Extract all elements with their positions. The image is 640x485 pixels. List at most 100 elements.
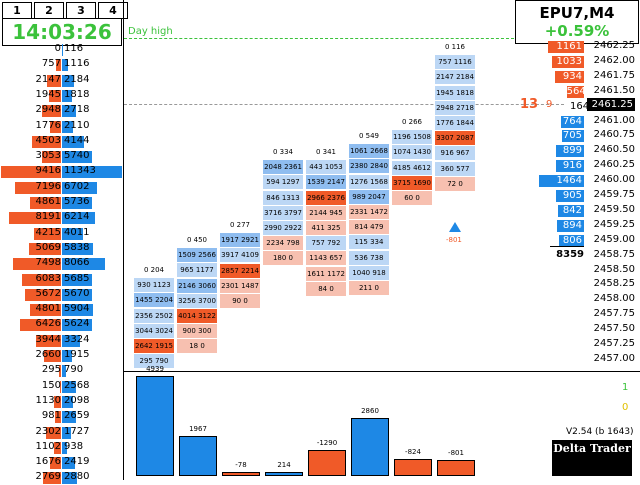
footprint-cell: 1776 1844 bbox=[435, 116, 475, 130]
footprint-cell: 72 0 bbox=[435, 176, 475, 191]
profile-bid-value: 9416 bbox=[35, 165, 61, 177]
change-percent: +0.59% bbox=[544, 22, 610, 40]
profile-bid-bar bbox=[20, 319, 61, 332]
day-high-label: Day high bbox=[128, 26, 173, 37]
profile-ask-value: 2659 bbox=[64, 410, 90, 422]
footprint-cell: 3716 3797 bbox=[263, 205, 303, 220]
price-label: 2460.25 bbox=[593, 159, 635, 171]
footprint-cell: 1143 657 bbox=[306, 251, 346, 266]
tab-1[interactable]: 1 bbox=[2, 2, 32, 19]
delta-value: 214 bbox=[277, 460, 291, 469]
profile-bid-value: 981 bbox=[41, 410, 61, 422]
profile-bid-value: 3944 bbox=[35, 333, 61, 345]
price-label: 2458.00 bbox=[593, 293, 635, 305]
profile-ask-bar bbox=[62, 181, 98, 194]
profile-ask-value: 2718 bbox=[64, 104, 90, 116]
profile-bid-bar bbox=[30, 304, 61, 317]
price-volume-bar: 1161 bbox=[548, 41, 584, 53]
profile-row: 7196 6702 bbox=[0, 180, 123, 195]
footprint-cell: 2146 3060 bbox=[177, 278, 217, 293]
profile-bid-bar bbox=[48, 89, 61, 102]
footprint-cell: 3917 4109 bbox=[220, 248, 260, 263]
profile-ask-bar bbox=[62, 242, 93, 255]
total-volume-line bbox=[550, 246, 584, 247]
price-volume-bar: 1033 bbox=[552, 55, 584, 68]
profile-row: 5672 5670 bbox=[0, 287, 123, 302]
footprint-cell: 1276 1568 bbox=[349, 174, 389, 189]
profile-ask-bar bbox=[62, 258, 105, 271]
footprint-cell: 989 2047 bbox=[349, 189, 389, 204]
indicator-1: 1 bbox=[622, 382, 629, 393]
profile-ask-value: 8066 bbox=[64, 257, 90, 269]
profile-row: 1102 938 bbox=[0, 440, 123, 455]
profile-bid-value: 3053 bbox=[35, 150, 61, 162]
delta-value: -801 bbox=[448, 448, 464, 457]
profile-bid-value: 7196 bbox=[35, 180, 61, 192]
footprint-cell: 2048 2361 bbox=[263, 160, 303, 175]
symbol-box: EPU7,M4 +0.59% bbox=[515, 0, 639, 44]
profile-bid-bar bbox=[50, 457, 61, 470]
profile-row: 2660 1915 bbox=[0, 348, 123, 363]
profile-ask-bar bbox=[62, 395, 74, 408]
footprint-cell: 757 1116 bbox=[435, 55, 475, 70]
profile-ask-value: 2184 bbox=[64, 73, 90, 85]
profile-ask-bar bbox=[62, 441, 67, 454]
footprint-cell: 2948 2718 bbox=[435, 100, 475, 115]
footprint-cell: 2356 2502 bbox=[134, 308, 174, 323]
profile-bid-bar bbox=[53, 395, 61, 408]
profile-bid-value: 2660 bbox=[35, 349, 61, 360]
footprint-cell: 0 116 bbox=[435, 40, 475, 54]
profile-bid-value: 6083 bbox=[35, 272, 61, 284]
footprint-cell: 536 738 bbox=[349, 250, 389, 265]
footprint-cell: 2857 2214 bbox=[220, 263, 260, 278]
profile-row: 4861 5736 bbox=[0, 195, 123, 210]
profile-bid-value: 4801 bbox=[35, 303, 61, 315]
profile-row: 5069 5838 bbox=[0, 241, 123, 256]
profile-ask-value: 1116 bbox=[64, 58, 90, 70]
symbol: EPU7,M4 bbox=[539, 4, 615, 22]
price-label: 2462.00 bbox=[593, 54, 635, 66]
price-label: 2457.50 bbox=[593, 323, 635, 335]
footprint-cell: 846 1313 bbox=[263, 190, 303, 205]
profile-ask-bar bbox=[62, 365, 67, 378]
profile-row: 6083 5685 bbox=[0, 272, 123, 287]
delta-value: 2860 bbox=[361, 407, 379, 416]
price-label: 2459.00 bbox=[593, 233, 635, 245]
tab-2[interactable]: 2 bbox=[34, 2, 64, 19]
profile-bid-value: 1945 bbox=[35, 88, 61, 100]
delta-bar bbox=[437, 459, 475, 476]
profile-row: 2948 2718 bbox=[0, 103, 123, 118]
profile-ask-value: 4011 bbox=[64, 226, 90, 238]
profile-ask-value: 5624 bbox=[64, 318, 90, 330]
profile-ask-value: 2568 bbox=[64, 379, 90, 391]
footprint-cell: 900 300 bbox=[177, 324, 217, 339]
footprint-cell: 60 0 bbox=[392, 191, 432, 205]
profile-bid-value: 5069 bbox=[35, 241, 61, 253]
profile-bid-bar bbox=[54, 411, 61, 424]
current-price-line bbox=[124, 104, 564, 105]
current-price-box: 2461.25 bbox=[587, 98, 635, 111]
delta-value: -824 bbox=[405, 448, 421, 457]
footprint-cell: 180 0 bbox=[263, 251, 303, 266]
profile-ask-value: 4144 bbox=[64, 134, 90, 146]
price-volume-bar: 842 bbox=[558, 204, 584, 217]
price-label: 2460.75 bbox=[593, 129, 635, 141]
profile-ask-bar bbox=[62, 457, 75, 470]
profile-ask-value: 1727 bbox=[64, 425, 90, 437]
footprint-cell: 0 277 bbox=[220, 218, 260, 232]
profile-bid-bar bbox=[42, 105, 61, 118]
total-volume: 8359 bbox=[556, 249, 584, 260]
indicator-0: 0 bbox=[622, 402, 629, 413]
profile-bid-bar bbox=[59, 365, 61, 378]
tab-3[interactable]: 3 bbox=[66, 2, 96, 19]
profile-row: 2147 2184 bbox=[0, 73, 123, 88]
price-volume-bar: 164 bbox=[570, 100, 590, 113]
footprint-cell: 965 1177 bbox=[177, 263, 217, 278]
price-volume-bar: 899 bbox=[556, 145, 584, 158]
price-volume-bar: 1464 bbox=[539, 175, 584, 188]
footprint-cell: 930 1123 bbox=[134, 278, 174, 293]
profile-row: 150 2568 bbox=[0, 379, 123, 394]
profile-bid-bar bbox=[15, 181, 61, 194]
profile-bid-bar bbox=[60, 380, 61, 393]
profile-row: 1676 2419 bbox=[0, 455, 123, 470]
